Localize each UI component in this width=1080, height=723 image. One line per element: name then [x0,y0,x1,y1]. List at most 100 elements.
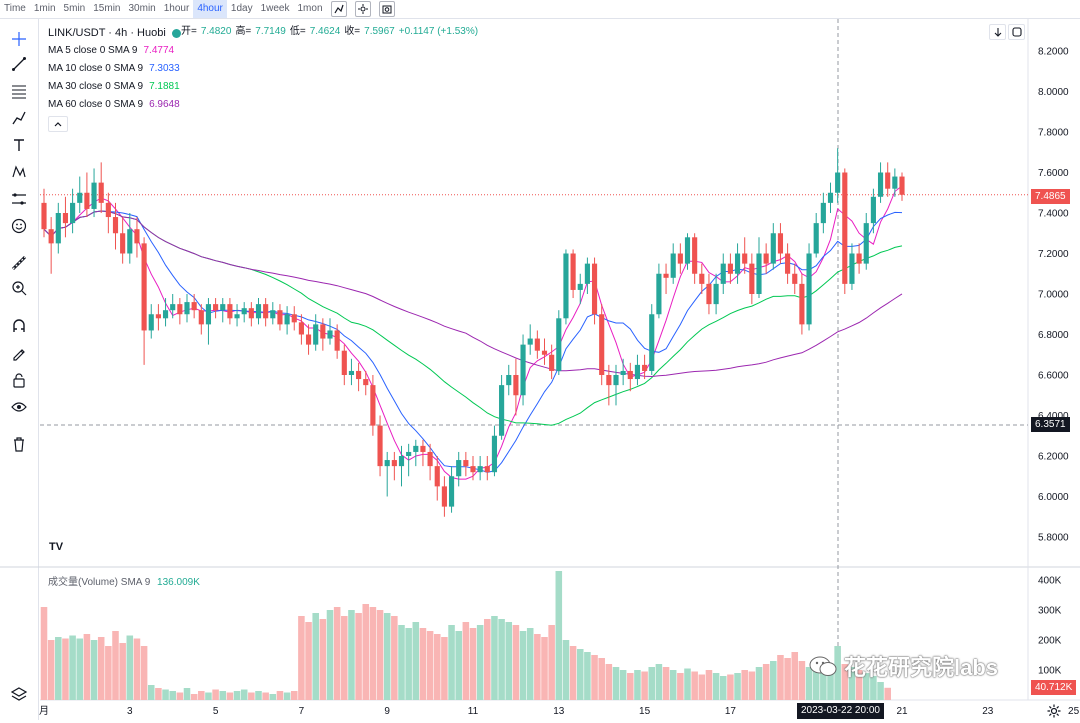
candle-body [134,229,140,244]
volume-bar [677,673,684,700]
zoom-in-icon[interactable] [8,277,30,299]
volume-bar [62,638,69,700]
volume-tick-label: 200K [1038,636,1062,647]
volume-tick-label: 300K [1038,606,1062,617]
volume-bar [355,613,362,700]
volume-bar [133,638,141,700]
candle-body [684,237,691,264]
settings-icon[interactable] [354,1,371,17]
volume-bar [734,673,741,700]
maximize-pane-button[interactable] [1008,24,1025,40]
candle-body [470,466,476,473]
indicator-row[interactable]: MA 10 close 0 SMA 9 7.3033 [48,60,181,78]
volume-bar [605,664,613,700]
candle-body [549,354,555,371]
candle-body [541,350,548,355]
chart-type-icon[interactable] [330,1,347,17]
candle-body [277,310,283,325]
time-tick-label: 15 [639,706,651,717]
timeframe-30min[interactable]: 30min [128,3,156,14]
volume-bar [634,670,641,700]
layers-icon[interactable] [8,683,30,705]
prediction-tool-icon[interactable] [8,188,30,210]
candle-body [420,445,426,452]
candle-body [835,172,841,193]
indicator-row[interactable]: MA 5 close 0 SMA 9 7.4774 [48,42,181,60]
ma-line [43,210,903,378]
indicator-row[interactable]: MA 60 close 0 SMA 9 6.9648 [48,96,181,114]
volume-bar [798,661,806,700]
candle-body [77,192,83,203]
candle-body [205,304,212,325]
volume-bar [391,616,398,700]
time-tick-label: 7 [299,706,305,717]
candle-body [720,263,726,284]
candle-body [313,324,319,345]
volume-bar [498,619,505,700]
text-tool-icon[interactable] [8,134,30,156]
pattern-tool-icon[interactable] [8,161,30,183]
volume-bar [419,628,427,700]
current-price-label: 7.4865 [1031,189,1070,204]
candle-body [162,310,169,319]
indicator-row[interactable]: MA 30 close 0 SMA 9 7.1881 [48,78,181,96]
candle-body [613,375,619,386]
timeframe-4hour[interactable]: 4hour [193,0,227,18]
candle-body [270,310,276,319]
indicator-value: 7.3033 [149,63,180,74]
crosshair-tool-icon[interactable] [8,28,30,50]
candle-body [391,460,397,467]
volume-bar [383,613,391,700]
volume-bar [83,634,91,700]
timeframe-1day[interactable]: 1day [230,3,253,14]
time-tick-label: 5 [213,706,219,717]
fib-retracement-tool-icon[interactable] [8,80,30,102]
lock-drawing-icon[interactable] [8,342,30,364]
tradingview-logo: TV [49,541,64,553]
low-label: 低= [289,26,306,37]
timeframe-1hour[interactable]: 1hour [163,3,190,14]
candle-body [255,304,262,319]
trend-line-tool-icon[interactable] [8,53,30,75]
brush-tool-icon[interactable] [8,107,30,129]
volume-bar [162,689,169,700]
trash-icon[interactable] [8,433,30,455]
candle-body [234,314,240,319]
volume-bar [441,637,448,700]
close-value: 7.5967 [364,26,395,37]
timeframe-1week[interactable]: 1week [260,3,290,14]
timeframe-1min[interactable]: 1min [33,3,56,14]
candle-body [384,460,390,467]
candle-body [642,364,648,371]
candle-body [48,229,54,244]
volume-bar [333,607,341,700]
candle-body [692,237,698,274]
timeframe-time[interactable]: Time [4,3,26,14]
price-tick-label: 6.6000 [1038,371,1069,382]
eye-icon[interactable] [8,396,30,418]
chart-settings-icon[interactable] [1047,704,1061,723]
collapse-legend-button[interactable] [48,116,68,132]
candle-body [398,456,405,467]
candle-body [649,314,655,371]
magnet-icon[interactable] [8,315,30,337]
candle-body [734,253,741,274]
ruler-tool-icon[interactable] [8,252,30,274]
emoji-tool-icon[interactable] [8,215,30,237]
volume-bar [755,667,763,700]
volume-bar [884,687,891,700]
timeframe-1mon[interactable]: 1mon [297,3,323,14]
screenshot-icon[interactable] [378,1,395,17]
timeframe-15min[interactable]: 15min [93,3,121,14]
indicator-name: MA 60 close 0 SMA 9 [48,99,144,110]
ohlc-readout: 开= 7.4820 高= 7.7149 低= 7.4624 收= 7.5967 +0.1… [181,24,478,40]
price-tick-label: 6.8000 [1038,330,1069,341]
candle-body [513,375,519,396]
price-tick-label: 6.2000 [1038,452,1069,463]
scroll-down-button[interactable] [989,24,1006,40]
lock-icon[interactable] [8,369,30,391]
volume-bar [712,673,720,700]
volume-bar [584,652,591,700]
candle-body [570,253,576,290]
timeframe-5min[interactable]: 5min [63,3,86,14]
